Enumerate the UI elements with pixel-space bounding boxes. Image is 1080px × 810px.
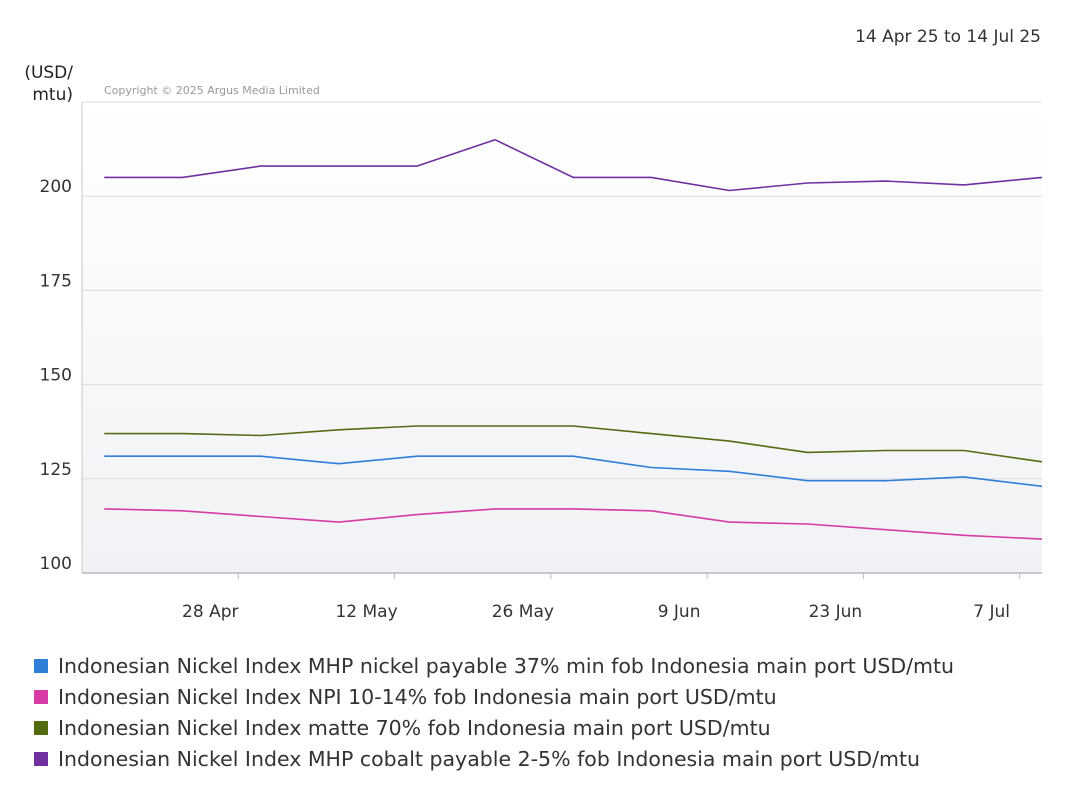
x-tick-label: 7 Jul <box>973 602 1010 622</box>
legend-label: Indonesian Nickel Index matte 70% fob In… <box>58 715 771 740</box>
y-axis-unit-line-1: (USD/ <box>24 63 73 83</box>
legend-item[interactable]: Indonesian Nickel Index MHP cobalt payab… <box>34 743 1064 774</box>
legend-swatch <box>34 689 48 704</box>
y-tick-label: 100 <box>40 554 72 574</box>
x-tick-label: 23 Jun <box>809 602 863 622</box>
legend-item[interactable]: Indonesian Nickel Index matte 70% fob In… <box>34 712 1064 743</box>
legend-label: Indonesian Nickel Index MHP cobalt payab… <box>58 746 920 771</box>
line-chart: 100 125 150 175 200 28 Apr 12 May 26 May 9 Jun 2… <box>24 27 1043 622</box>
legend-label: Indonesian Nickel Index MHP nickel payab… <box>58 653 955 678</box>
legend-swatch <box>34 658 48 673</box>
legend: Indonesian Nickel Index MHP nickel payab… <box>34 650 1064 774</box>
date-range: 14 Apr 25 to 14 Jul 25 <box>855 27 1041 47</box>
series-line-3 <box>104 425 1043 463</box>
legend-label: Indonesian Nickel Index NPI 10-14% fob I… <box>58 684 777 709</box>
legend-item[interactable]: Indonesian Nickel Index NPI 10-14% fob I… <box>34 681 1064 712</box>
x-tick-label: 12 May <box>335 602 397 622</box>
legend-item[interactable]: Indonesian Nickel Index MHP nickel payab… <box>34 650 1064 681</box>
y-tick-label: 150 <box>40 366 72 386</box>
legend-swatch <box>34 720 48 735</box>
copyright-text: Copyright © 2025 Argus Media Limited <box>104 84 320 97</box>
legend-swatch <box>34 751 48 766</box>
series-line-1 <box>104 455 1043 488</box>
series-line-2 <box>104 508 1043 540</box>
x-tick-label: 9 Jun <box>658 602 701 622</box>
y-tick-label: 200 <box>40 177 72 197</box>
x-tick-label: 28 Apr <box>182 602 238 622</box>
series-line-4 <box>104 138 1043 192</box>
y-tick-label: 175 <box>40 271 72 291</box>
y-tick-label: 125 <box>40 460 72 480</box>
y-axis-unit-line-2: mtu) <box>32 85 73 105</box>
x-tick-label: 26 May <box>492 602 554 622</box>
